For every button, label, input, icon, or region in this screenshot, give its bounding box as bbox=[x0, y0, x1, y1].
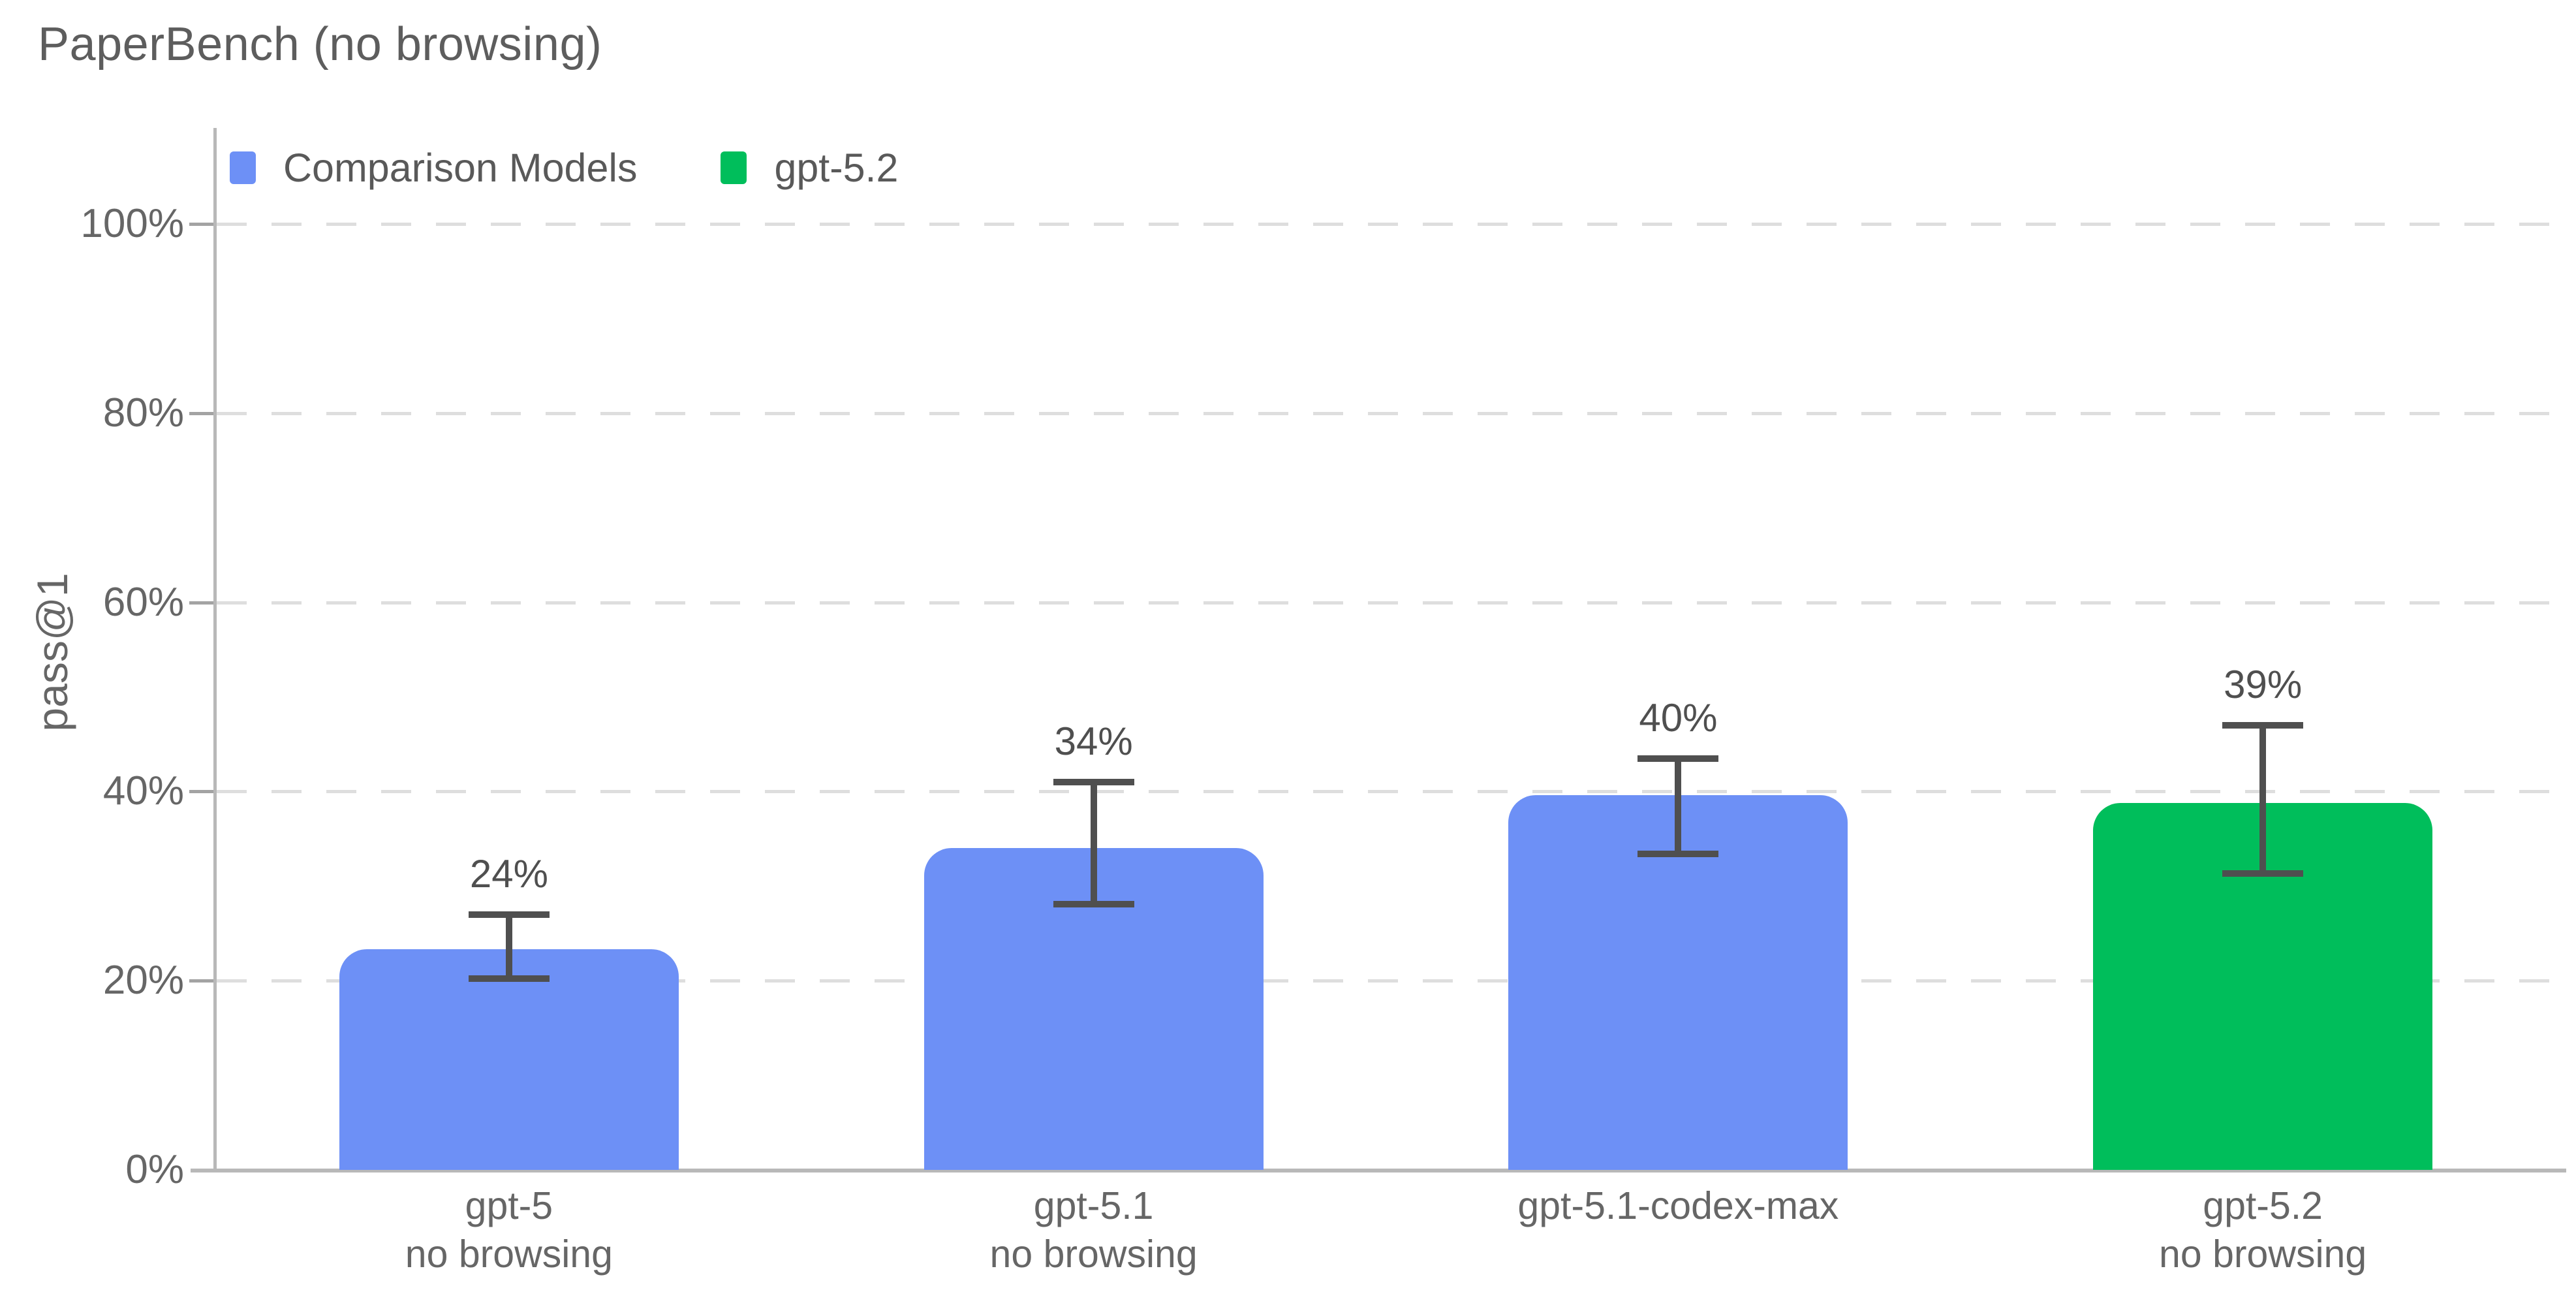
y-tick-80 bbox=[189, 411, 217, 415]
gridline-20 bbox=[217, 979, 2555, 983]
y-tick-40 bbox=[189, 790, 217, 794]
x-axis-baseline bbox=[191, 1169, 2566, 1172]
legend-item-gpt-5.2: gpt-5.2 bbox=[721, 145, 898, 191]
y-tick-60 bbox=[189, 601, 217, 605]
x-category-label-line: gpt-5.2 bbox=[2203, 1184, 2323, 1227]
y-tick-label-100: 100% bbox=[80, 201, 184, 246]
gridline-100 bbox=[217, 223, 2555, 226]
x-category-label-line: gpt-5.1 bbox=[1033, 1184, 1154, 1227]
bar-gpt-5.1-codex-max bbox=[1508, 795, 1848, 1170]
error-bar-cap-top-gpt-5.1-codex-max bbox=[1637, 755, 1719, 762]
y-tick-label-20: 20% bbox=[102, 958, 184, 1003]
legend-label-gpt-5.2: gpt-5.2 bbox=[774, 146, 899, 190]
x-category-label-gpt-5.2: gpt-5.2 no browsing bbox=[1969, 1182, 2556, 1278]
bar-value-label-gpt-5.1-codex-max: 40% bbox=[1639, 695, 1718, 740]
error-bar-stem-gpt-5.2 bbox=[2259, 725, 2267, 874]
bar-gpt-5 bbox=[339, 949, 679, 1170]
y-tick-100 bbox=[189, 223, 217, 226]
gridline-80 bbox=[217, 411, 2555, 415]
error-bar-cap-bottom-gpt-5.1 bbox=[1053, 900, 1134, 907]
x-category-label-line: no browsing bbox=[405, 1233, 613, 1276]
x-category-label-gpt-5: gpt-5 no browsing bbox=[215, 1182, 803, 1278]
y-tick-label-40: 40% bbox=[102, 768, 184, 814]
error-bar-stem-gpt-5 bbox=[505, 914, 512, 979]
gridline-60 bbox=[217, 601, 2555, 605]
x-category-label-line: gpt-5 bbox=[465, 1184, 553, 1227]
bar-value-label-gpt-5.1: 34% bbox=[1054, 719, 1133, 763]
chart-title: PaperBench (no browsing) bbox=[38, 18, 602, 71]
x-category-label-gpt-5.1: gpt-5.1 no browsing bbox=[800, 1182, 1388, 1278]
x-category-label-line: no browsing bbox=[989, 1233, 1198, 1276]
bar-value-label-gpt-5: 24% bbox=[469, 851, 548, 896]
y-tick-label-80: 80% bbox=[102, 390, 184, 435]
x-category-label-line: no browsing bbox=[2159, 1233, 2367, 1276]
error-bar-cap-bottom-gpt-5 bbox=[468, 975, 550, 983]
legend: Comparison Models gpt-5.2 bbox=[230, 145, 898, 191]
y-tick-20 bbox=[189, 979, 217, 983]
gridline-40 bbox=[217, 790, 2555, 794]
error-bar-cap-top-gpt-5 bbox=[468, 911, 550, 918]
y-axis-title: pass@1 bbox=[28, 573, 76, 732]
legend-swatch-comparison-models bbox=[230, 151, 256, 184]
error-bar-cap-bottom-gpt-5.2 bbox=[2222, 870, 2304, 877]
error-bar-stem-gpt-5.1-codex-max bbox=[1675, 758, 1682, 855]
bar-value-label-gpt-5.2: 39% bbox=[2224, 662, 2303, 706]
error-bar-cap-top-gpt-5.1 bbox=[1053, 778, 1134, 785]
y-tick-label-0: 0% bbox=[125, 1147, 184, 1192]
error-bar-stem-gpt-5.1 bbox=[1090, 781, 1097, 904]
x-category-label-gpt-5.1-codex-max: gpt-5.1-codex-max bbox=[1384, 1182, 1972, 1230]
error-bar-cap-top-gpt-5.2 bbox=[2222, 721, 2304, 729]
y-axis-line bbox=[213, 128, 217, 1171]
legend-item-comparison-models: Comparison Models bbox=[230, 145, 637, 191]
x-category-label-line: gpt-5.1-codex-max bbox=[1517, 1184, 1839, 1227]
legend-label-comparison-models: Comparison Models bbox=[283, 146, 638, 190]
y-tick-label-60: 60% bbox=[102, 579, 184, 625]
error-bar-cap-bottom-gpt-5.1-codex-max bbox=[1637, 851, 1719, 858]
legend-swatch-gpt-5.2 bbox=[721, 151, 747, 184]
